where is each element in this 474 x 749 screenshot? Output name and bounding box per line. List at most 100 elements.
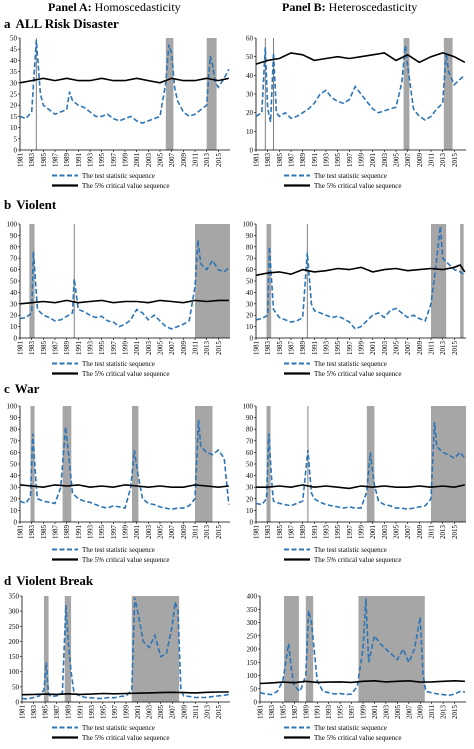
- x-tick-label: 1993: [323, 153, 331, 168]
- legend-test-label: The test statistic sequence: [314, 546, 387, 554]
- x-tick-label: 1985: [40, 341, 48, 356]
- x-tick-label: 1985: [276, 525, 284, 540]
- x-tick-label: 1989: [299, 341, 307, 356]
- chart-a-homoscedasticity: 0 5 10 15 20 25 30 35 40 45 50 1981 1983 1985 1987 1989…: [10, 35, 230, 190]
- y-tick-label: 100: [243, 221, 254, 229]
- x-tick-label: 1997: [110, 153, 118, 168]
- x-tick-label: 2001: [133, 341, 141, 356]
- x-tick-label: 2015: [451, 341, 459, 356]
- x-tick-label: 2009: [416, 341, 424, 356]
- y-tick-label: 10: [246, 507, 254, 515]
- x-tick-label: 1987: [52, 341, 60, 356]
- y-tick-label: 30: [246, 300, 254, 308]
- x-tick-label: 1999: [122, 525, 130, 540]
- y-tick-label: 10: [10, 507, 18, 515]
- x-tick-label: 1993: [87, 525, 95, 540]
- x-tick-label: 2015: [215, 341, 223, 356]
- x-tick-label: 1995: [334, 153, 342, 168]
- x-tick-label: 1995: [99, 705, 107, 720]
- x-tick-label: 2013: [203, 341, 211, 356]
- shaded-region: [460, 224, 464, 338]
- x-tick-label: 1991: [75, 525, 83, 540]
- x-tick-label: 2011: [192, 153, 200, 167]
- x-tick-label: 2009: [416, 525, 424, 540]
- y-tick-label: 10: [10, 124, 18, 132]
- shaded-region: [366, 406, 375, 522]
- x-tick-label: 1981: [253, 153, 261, 168]
- x-tick-label: 2001: [133, 153, 141, 168]
- chart-a-heteroscedasticity: 0 10 20 30 40 50 60 1981 1983 1985 1987 1989 1991 199…: [246, 35, 466, 190]
- x-tick-label: 2001: [134, 705, 142, 720]
- section-d-letter: d: [4, 573, 12, 588]
- y-tick-label: 60: [10, 266, 18, 274]
- x-tick-label: 1981: [17, 153, 25, 168]
- x-tick-label: 2007: [404, 341, 412, 356]
- x-tick-label: 2009: [416, 153, 424, 168]
- x-tick-label: 1991: [311, 153, 319, 168]
- x-tick-label: 2005: [393, 525, 401, 540]
- shaded-region: [132, 406, 139, 522]
- legend-critical-label: The 5% critical value sequence: [314, 734, 401, 742]
- x-tick-label: 2011: [192, 525, 200, 539]
- y-tick-label: 30: [246, 91, 254, 99]
- y-tick-label: 400: [247, 593, 258, 601]
- y-tick-label: 5: [14, 135, 18, 143]
- y-tick-label: 20: [10, 102, 18, 110]
- x-tick-label: 1997: [348, 705, 356, 720]
- y-tick-label: 0: [16, 699, 20, 707]
- y-tick-label: 40: [10, 289, 18, 297]
- x-tick-label: 2013: [439, 341, 447, 356]
- y-tick-label: 20: [10, 312, 18, 320]
- y-tick-label: 300: [247, 619, 258, 627]
- y-tick-label: 40: [10, 472, 18, 480]
- x-tick-label: 1995: [334, 525, 342, 540]
- y-tick-label: 30: [10, 484, 18, 492]
- y-tick-label: 50: [246, 461, 254, 469]
- x-tick-label: 1999: [122, 341, 130, 356]
- x-tick-label: 2005: [393, 153, 401, 168]
- y-tick-label: 10: [246, 323, 254, 331]
- x-tick-label: 2015: [451, 525, 459, 540]
- y-tick-label: 30: [10, 300, 18, 308]
- y-tick-label: 0: [254, 699, 258, 707]
- y-tick-label: 0: [14, 147, 18, 155]
- x-tick-label: 2003: [145, 153, 153, 168]
- critical-value-line: [19, 484, 229, 489]
- x-tick-label: 1991: [76, 705, 84, 720]
- x-tick-label: 1991: [311, 341, 319, 356]
- test-statistic-line: [255, 226, 466, 330]
- x-tick-label: 2013: [439, 153, 447, 168]
- x-tick-label: 2007: [168, 153, 176, 168]
- x-tick-label: 1985: [276, 153, 284, 168]
- y-tick-label: 25: [10, 91, 18, 99]
- x-tick-label: 2007: [404, 153, 412, 168]
- x-tick-label: 2007: [405, 705, 413, 720]
- x-tick-label: 1985: [40, 525, 48, 540]
- x-tick-label: 2001: [369, 341, 377, 356]
- panel-b-label: Panel B:: [282, 0, 326, 14]
- y-tick-label: 100: [243, 403, 254, 411]
- y-tick-label: 50: [10, 461, 18, 469]
- x-tick-label: 1981: [17, 341, 25, 356]
- x-tick-label: 2007: [404, 525, 412, 540]
- x-tick-label: 1999: [122, 153, 130, 168]
- x-tick-label: 2009: [417, 705, 425, 720]
- y-tick-label: 50: [246, 278, 254, 286]
- y-tick-label: 350: [247, 606, 258, 614]
- x-tick-label: 1981: [257, 705, 265, 720]
- test-statistic-line: [19, 239, 230, 330]
- x-tick-label: 1995: [98, 525, 106, 540]
- y-tick-label: 60: [246, 266, 254, 274]
- x-tick-label: 2009: [180, 341, 188, 356]
- y-tick-label: 0: [250, 335, 254, 343]
- y-tick-label: 50: [10, 278, 18, 286]
- x-tick-label: 2003: [381, 341, 389, 356]
- section-a-label: a ALL Risk Disaster: [4, 16, 119, 32]
- x-tick-label: 1981: [19, 705, 27, 720]
- shaded-region: [43, 596, 49, 702]
- x-tick-label: 1993: [325, 705, 333, 720]
- y-tick-label: 70: [10, 437, 18, 445]
- test-statistic-line: [19, 40, 230, 124]
- x-tick-label: 1987: [53, 705, 61, 720]
- critical-value-line: [259, 679, 465, 685]
